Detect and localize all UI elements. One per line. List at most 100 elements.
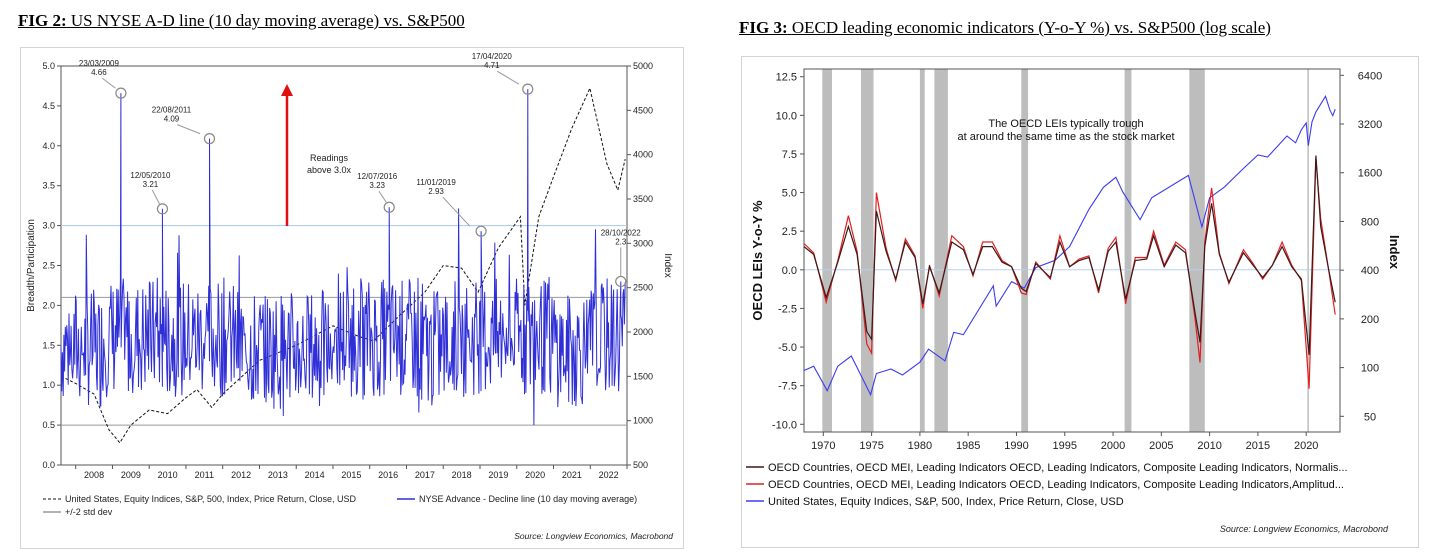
fig3-xtick-label: 1975: [859, 440, 883, 452]
fig2-peak-marker: [615, 275, 627, 288]
fig2-xtick-label: 2009: [121, 470, 141, 480]
fig2-ytick-label: 4.0: [42, 141, 55, 151]
fig3-recession-band: [822, 69, 833, 432]
fig2-peak-marker: [383, 201, 395, 213]
fig2-ytick-label: 1.0: [42, 380, 55, 390]
fig3-xtick-label: 2005: [1149, 440, 1173, 452]
fig3-normalised-line: [803, 155, 1336, 355]
fig3-title-text: OECD leading economic indicators (Y-o-Y …: [791, 18, 1271, 37]
fig2-peak-value: 3.21: [143, 180, 159, 189]
fig2-chart-panel: 0.0 0.5 1.0 1.5 2.0 2.5 3.0 3.5 4.0 4.5 5.0 500 1000…: [20, 47, 684, 549]
fig3-xtick-label: 2020: [1294, 440, 1318, 452]
fig3-chart-panel: -10.0 -7.5 -5.0 -2.5 0.0 2.5 5.0 7.5 10.0 12.5 50 1…: [741, 56, 1419, 548]
fig3-recession-band: [1021, 69, 1029, 432]
fig2-xtick-label: 2022: [599, 470, 619, 480]
fig2-peak-leader: [101, 77, 116, 89]
fig2-peak-value: 3.23: [369, 181, 385, 190]
fig2-ytick-label: 2.0: [42, 300, 55, 310]
fig2-xtick-label: 2013: [268, 470, 288, 480]
fig2-xtick-label: 2012: [231, 470, 251, 480]
fig2-title-text: US NYSE A-D line (10 day moving average)…: [70, 11, 465, 30]
fig2-peak-leader: [442, 196, 471, 227]
fig3-amplitude-line: [803, 158, 1336, 389]
fig3-y2tick-label: 6400: [1358, 70, 1382, 82]
fig2-y2tick-label: 1500: [633, 371, 653, 381]
fig2-xtick-label: 2018: [452, 470, 472, 480]
fig2-ytick-label: 0.5: [42, 420, 55, 430]
fig3-y2tick-label: 3200: [1358, 119, 1382, 131]
fig2-peak-date: 17/04/2020: [472, 52, 513, 61]
fig3-ytick-label: -10.0: [772, 419, 797, 431]
fig2-peak-value: 4.71: [484, 61, 500, 70]
fig2-y2tick-label: 2000: [633, 327, 653, 337]
fig3-ytick-label: -5.0: [778, 342, 797, 354]
fig2-y-axis-label: Breadth/Participation: [26, 219, 37, 312]
fig2-xtick-label: 2008: [84, 470, 104, 480]
fig3-recession-band: [934, 69, 948, 432]
fig2-peak-value: 4.09: [164, 115, 180, 124]
fig2-peak-marker: [203, 133, 216, 145]
fig2-y2tick-label: 2500: [633, 283, 653, 293]
fig2-y2tick-label: 500: [633, 460, 648, 470]
fig2-ytick-label: 5.0: [42, 61, 55, 71]
fig2-ad-line: [60, 89, 626, 426]
fig2-ytick-label: 2.5: [42, 261, 55, 271]
fig2-plot-frame: [60, 65, 628, 466]
fig3-y2tick-label: 200: [1361, 314, 1379, 326]
fig3-ytick-label: -7.5: [778, 381, 797, 393]
fig3-xtick-label: 1990: [1004, 440, 1028, 452]
fig3-xtick-label: 1985: [956, 440, 980, 452]
fig3-annotation-line2: at around the same time as the stock mar…: [957, 131, 1174, 143]
fig3-ytick-label: 10.0: [776, 110, 797, 122]
fig2-peak-leader: [151, 189, 160, 205]
fig2-legend-ad: NYSE Advance - Decline line (10 day movi…: [419, 494, 637, 504]
fig3-y-axis-label: OECD LEIs Y-o-Y %: [750, 200, 765, 321]
fig3-legend-entry-0: OECD Countries, OECD MEI, Leading Indica…: [768, 462, 1348, 474]
fig2-ytick-label: 3.5: [42, 181, 55, 191]
fig2-peak-leader: [496, 70, 520, 85]
fig2-peak-date: 28/10/2022: [601, 228, 642, 237]
fig2-y2tick-label: 4000: [633, 150, 653, 160]
fig2-y2tick-label: 4500: [633, 105, 653, 115]
fig3-ytick-label: 0.0: [782, 265, 797, 277]
fig3-legend-entry-2: United States, Equity Indices, S&P, 500,…: [768, 496, 1124, 508]
fig2-legend-sp500: United States, Equity Indices, S&P, 500,…: [65, 494, 356, 504]
fig3-recession-band: [1124, 69, 1132, 432]
fig3-y2tick-label: 800: [1361, 216, 1379, 228]
fig2-ytick-label: 0.0: [42, 460, 55, 470]
fig2-label: FIG 2:: [18, 11, 67, 30]
fig3-legend-entry-1: OECD Countries, OECD MEI, Leading Indica…: [768, 479, 1344, 491]
fig3-xtick-label: 2010: [1197, 440, 1221, 452]
fig2-xtick-label: 2010: [158, 470, 178, 480]
fig3-plot-frame: [803, 68, 1341, 433]
fig3-recession-band: [919, 69, 925, 432]
fig3-y2-axis-label: Index: [1387, 235, 1402, 270]
fig2-peak-date: 23/03/2009: [79, 59, 120, 68]
fig2-source: Source: Longview Economics, Macrobond: [514, 531, 673, 541]
fig3-ytick-label: -2.5: [778, 303, 797, 315]
fig3-ytick-label: 7.5: [782, 149, 797, 161]
fig2-y2tick-label: 3500: [633, 194, 653, 204]
fig3-ytick-label: 2.5: [782, 226, 797, 238]
fig3-xtick-label: 2000: [1101, 440, 1125, 452]
fig2-xtick-label: 2016: [378, 470, 398, 480]
fig2-peak-date: 12/07/2016: [357, 172, 398, 181]
fig3-ytick-label: 12.5: [776, 72, 797, 84]
fig2-peak-marker: [475, 225, 487, 237]
fig2-peak-marker: [522, 83, 534, 95]
fig2-peak-marker: [115, 87, 127, 99]
fig2-xtick-label: 2019: [488, 470, 508, 480]
fig2-xtick-label: 2014: [305, 470, 325, 480]
fig2-xtick-label: 2020: [525, 470, 545, 480]
fig2-title: FIG 2: US NYSE A-D line (10 day moving a…: [18, 11, 465, 31]
fig3-recession-band: [1189, 69, 1205, 432]
fig2-y2tick-label: 1000: [633, 416, 653, 426]
fig2-peak-date: 22/08/2011: [152, 106, 192, 115]
fig2-xtick-label: 2011: [195, 470, 214, 480]
fig2-y2tick-label: 3000: [633, 238, 653, 248]
fig2-red-arrow-head: [281, 84, 293, 96]
fig2-sp500-line: [60, 86, 626, 444]
fig2-y2tick-label: 5000: [633, 61, 653, 71]
fig3-chart: -10.0 -7.5 -5.0 -2.5 0.0 2.5 5.0 7.5 10.0 12.5 50 1…: [746, 68, 1402, 534]
fig3-y2tick-label: 50: [1364, 411, 1376, 423]
